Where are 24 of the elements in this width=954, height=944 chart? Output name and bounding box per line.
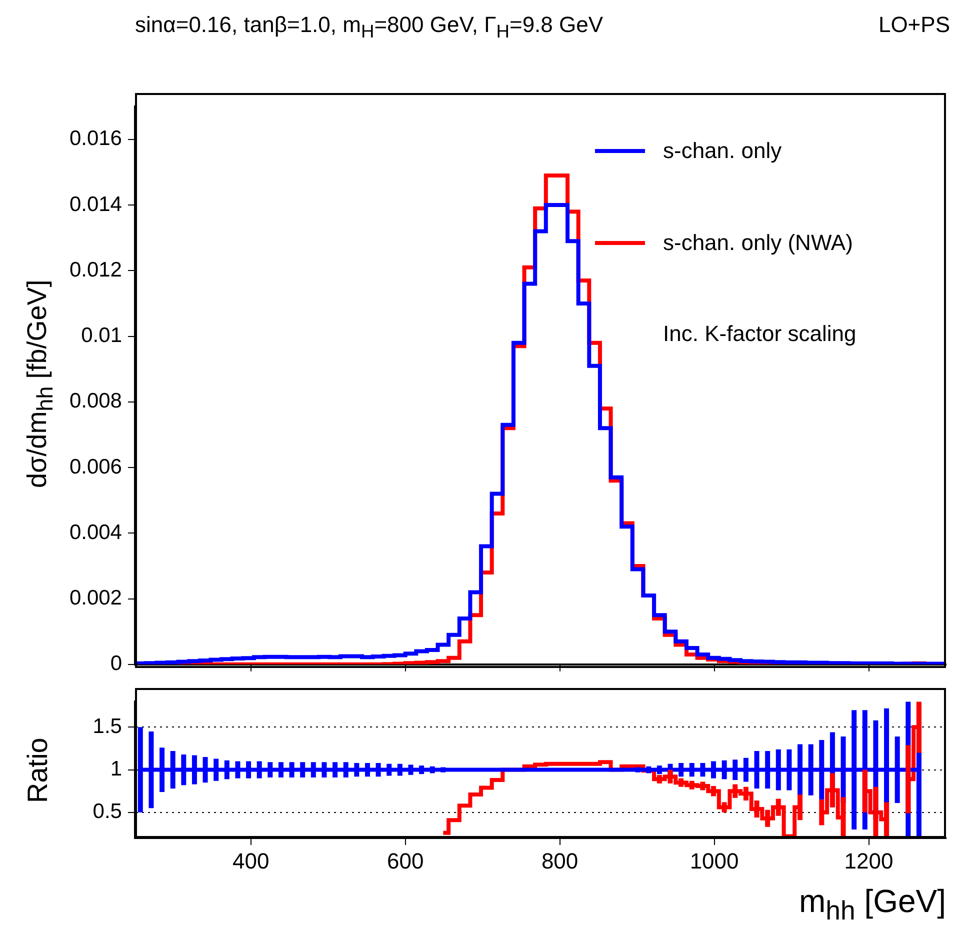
y-axis-title: Ratio (22, 738, 54, 803)
x-tick-label: 800 (541, 848, 578, 874)
y-tick-label: 0.008 (69, 390, 122, 413)
y-tick-label: 0.012 (69, 258, 122, 282)
y-tick-label: 0.004 (69, 520, 122, 544)
x-tick-label: 1000 (690, 848, 739, 874)
chart-title: sinα=0.16, tanβ=1.0, m$_{H}$=800 GeV, Γ$_{H}$=9.8 GeV (135, 12, 604, 42)
x-tick-label: 600 (386, 848, 424, 874)
legend-label: s-chan. only (NWA) (663, 230, 853, 256)
annotation: Inc. K-factor scaling (663, 321, 856, 347)
y-tick-label: 0.5 (92, 800, 122, 824)
x-tick-label: 400 (232, 848, 270, 874)
y-tick-label: 0 (110, 652, 122, 676)
x-axis-title: m$_{hh}$ [GeV] (798, 883, 946, 926)
y-tick-label: 0.016 (69, 127, 122, 150)
legend-label: s-chan. only (663, 138, 782, 164)
text: LO+PS (878, 12, 950, 38)
y-tick-label: 1 (110, 758, 122, 781)
y-tick-label: 0.002 (69, 586, 122, 610)
y-tick-label: 0.01 (81, 324, 122, 348)
y-tick-label: 1.5 (92, 714, 122, 738)
x-tick-label: 1200 (844, 848, 894, 874)
y-tick-label: 0.006 (69, 455, 122, 478)
y-tick-label: 0.014 (69, 192, 122, 216)
